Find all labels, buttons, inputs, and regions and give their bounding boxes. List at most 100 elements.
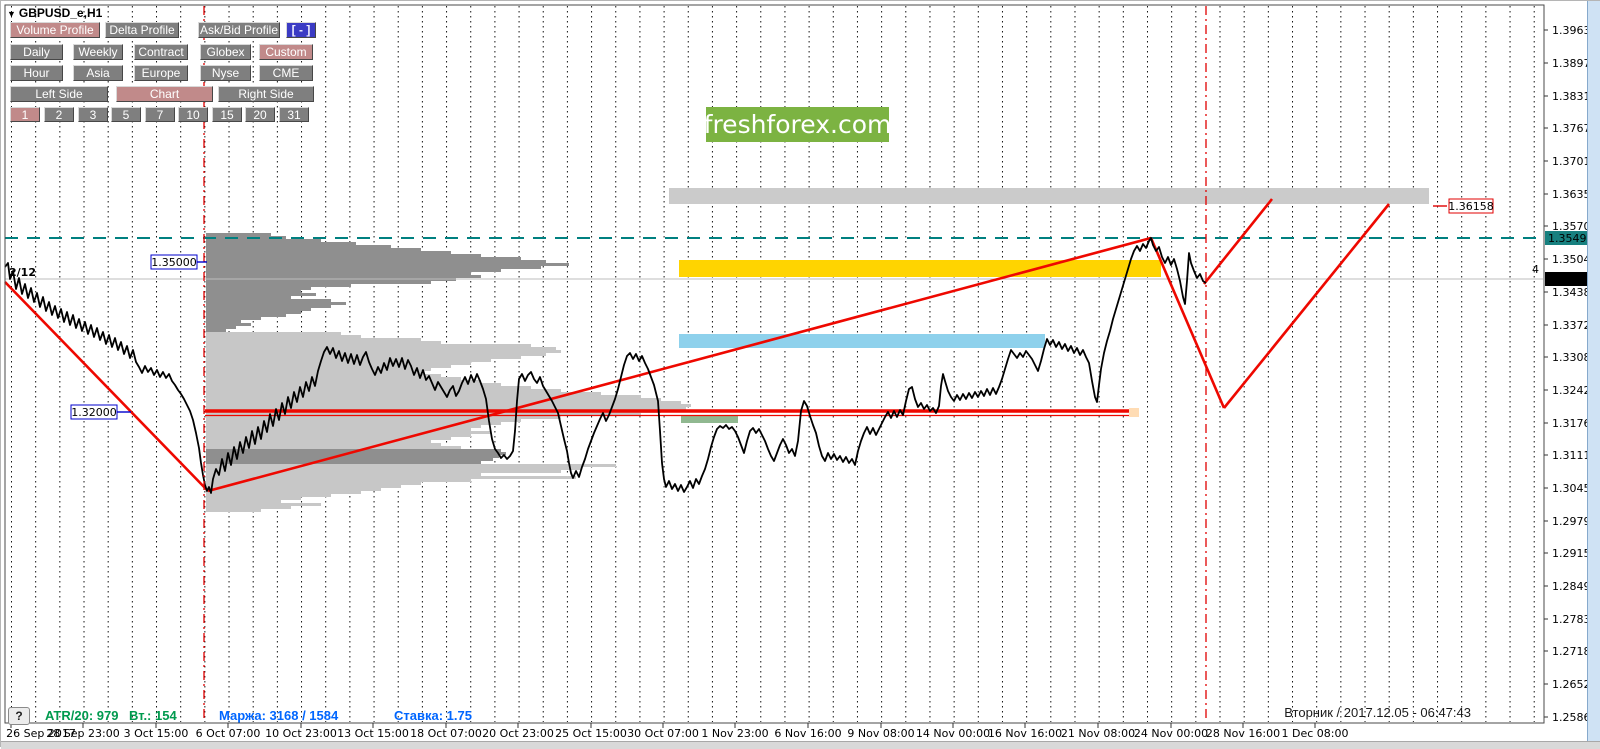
trend-line[interactable] (1222, 203, 1391, 409)
volume-profile-row (206, 434, 471, 437)
volume-profile-row (206, 398, 661, 401)
volume-profile-row (206, 473, 481, 476)
level-label-box[interactable] (70, 404, 118, 420)
volume-profile-row (206, 242, 356, 245)
resistance-gray[interactable] (669, 188, 1429, 204)
trend-line[interactable] (207, 236, 1152, 493)
price-tick-label: 1.31760 (1552, 417, 1598, 430)
panel-button-7[interactable]: 7 (145, 107, 175, 122)
panel-button-15[interactable]: 15 (212, 107, 242, 122)
dropdown-icon[interactable]: ▼ (7, 9, 16, 19)
time-tick-label: 25 Oct 15:00 (555, 727, 627, 740)
volume-profile-row (206, 440, 431, 443)
help-button[interactable]: ? (8, 707, 30, 725)
panel-button-globex[interactable]: Globex (200, 44, 251, 60)
window-bottom-frame (1, 741, 1600, 749)
volume-profile-row (206, 389, 561, 392)
current-price-tag (1545, 272, 1595, 286)
volume-profile-row (206, 320, 241, 323)
plot-border (4, 4, 1545, 724)
volume-profile-row (206, 281, 431, 284)
panel-button-delta-profile[interactable]: Delta Profile (105, 22, 179, 38)
volume-profile-row (206, 287, 311, 290)
panel-button-nyse[interactable]: Nyse (200, 65, 251, 81)
right-count-annotation: 4 (1532, 263, 1539, 276)
trend-line[interactable] (4, 281, 209, 492)
volume-profile-row (206, 497, 301, 500)
volume-profile-row (206, 509, 261, 512)
price-tick-label: 1.32420 (1552, 384, 1598, 397)
volume-profile-row (206, 377, 461, 380)
panel-button-weekly[interactable]: Weekly (73, 44, 123, 60)
level-label-box[interactable] (1448, 198, 1494, 214)
panel-button-10[interactable]: 10 (178, 107, 208, 122)
volume-profile-row (206, 485, 401, 488)
volume-profile-row (206, 335, 361, 338)
level-label-text: 1.32000 (71, 406, 117, 419)
volume-profile-row (206, 341, 441, 344)
volume-profile-row (206, 437, 451, 440)
panel-button-3[interactable]: 3 (78, 107, 108, 122)
margin-value: Маржа: 3168 / 1584 (219, 708, 339, 723)
volume-profile-row (206, 449, 501, 452)
volume-profile-row (206, 455, 499, 458)
yellow-zone[interactable] (679, 260, 1161, 277)
volume-profile-row (206, 407, 686, 410)
symbol-timeframe: GBPUSD_e,H1 (18, 6, 103, 20)
volume-profile-row (206, 452, 506, 455)
trend-line[interactable] (1149, 237, 1226, 409)
volume-profile-row (206, 464, 616, 467)
panel-button-31[interactable]: 31 (279, 107, 309, 122)
peach-marker[interactable] (1129, 408, 1139, 417)
panel-button-btn[interactable]: [ - ] (286, 22, 316, 38)
level-label-text: 1.36158 (1448, 200, 1494, 213)
panel-button-20[interactable]: 20 (245, 107, 275, 122)
time-tick-label: 6 Oct 07:00 (196, 727, 261, 740)
time-tick-label: 28 Nov 16:00 (1206, 727, 1280, 740)
trend-line[interactable] (1202, 198, 1274, 285)
volume-profile-row (206, 362, 471, 365)
panel-button-chart[interactable]: Chart (116, 86, 213, 102)
volume-profile-row (206, 479, 471, 482)
volume-profile-row (206, 476, 576, 479)
panel-button-1[interactable]: 1 (10, 107, 40, 122)
volume-profile-row (206, 308, 311, 311)
price-tick-label: 1.38315 (1552, 90, 1598, 103)
atr-today: Вт.: 154 (129, 708, 177, 723)
volume-profile-row (206, 245, 391, 248)
panel-button-volume-profile[interactable]: Volume Profile (10, 22, 100, 38)
volume-profile-row (206, 500, 281, 503)
blue-zone[interactable] (679, 334, 1045, 348)
volume-profile-row (206, 350, 561, 353)
time-tick-label: 20 Oct 23:00 (482, 727, 554, 740)
volume-profile-row (206, 302, 346, 305)
current-price-tag-text: 1.34688 (1548, 273, 1594, 286)
window-scrollbar[interactable] (1587, 1, 1600, 748)
level-label-box[interactable] (150, 254, 198, 270)
volume-profile-row (206, 413, 641, 416)
broker-watermark: freshforex.com (704, 107, 891, 142)
volume-profile-row (206, 461, 481, 464)
price-tick-label: 1.37010 (1552, 155, 1598, 168)
panel-button-contract[interactable]: Contract (134, 44, 188, 60)
panel-button-cme[interactable]: CME (259, 65, 313, 81)
panel-button-daily[interactable]: Daily (10, 44, 63, 60)
panel-button-2[interactable]: 2 (44, 107, 74, 122)
panel-button-left-side[interactable]: Left Side (10, 86, 108, 102)
price-tick-label: 1.33080 (1552, 351, 1598, 364)
green-zone[interactable] (681, 415, 738, 423)
volume-profile-row (206, 251, 451, 254)
panel-button-right-side[interactable]: Right Side (218, 86, 314, 102)
time-tick-label: 1 Nov 23:00 (701, 727, 768, 740)
volume-profile-row (206, 494, 331, 497)
panel-button-asia[interactable]: Asia (73, 65, 123, 81)
volume-profile-row (206, 326, 236, 329)
server-datetime: Вторник / 2017.12.05 - 06:47:43 (1284, 705, 1471, 720)
time-tick-label: 24 Nov 00:00 (1134, 727, 1208, 740)
panel-button-5[interactable]: 5 (111, 107, 141, 122)
panel-button-ask-bid-profile[interactable]: Ask/Bid Profile (198, 22, 280, 38)
atr-value: ATR/20: 979 (45, 708, 119, 723)
panel-button-europe[interactable]: Europe (134, 65, 188, 81)
panel-button-hour[interactable]: Hour (10, 65, 63, 81)
panel-button-custom[interactable]: Custom (259, 44, 313, 60)
